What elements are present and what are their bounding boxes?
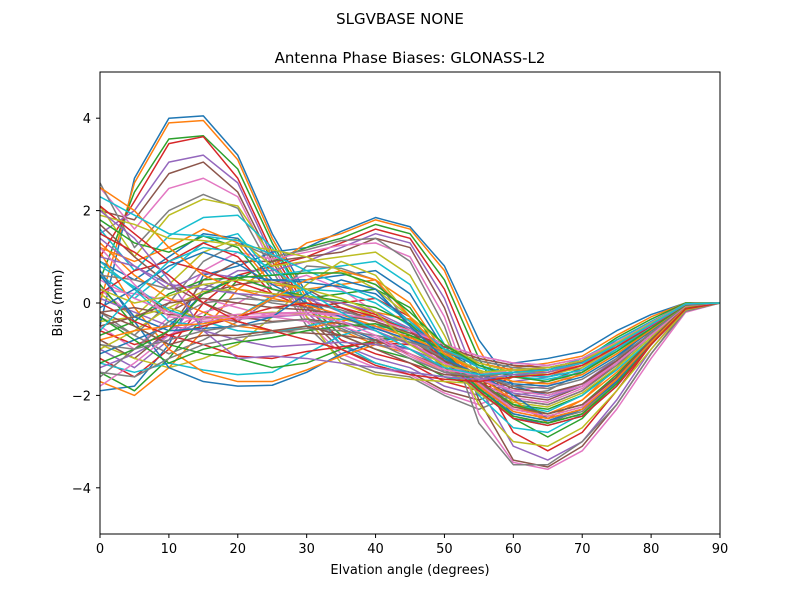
x-tick-label: 20 [230,542,247,557]
x-tick-label: 80 [643,542,660,557]
series-line-s22 [99,228,721,415]
series-line-s62 [99,269,721,385]
x-tick-label: 50 [436,542,453,557]
series-line-s42 [99,242,721,420]
chart-suptitle: SLGVBASE NONE [336,10,464,28]
series-line-s64 [99,233,721,383]
y-tick-label: 4 [83,112,91,127]
x-axis-label: Elvation angle (degrees) [330,563,489,578]
series-line-s43 [99,276,721,424]
series-line-s69 [99,279,721,374]
x-tick-label: 60 [505,542,522,557]
x-tick-label: 40 [367,542,384,557]
series-group [99,115,721,471]
x-tick-label: 0 [96,542,104,557]
x-tick-label: 70 [574,542,591,557]
chart-title: Antenna Phase Biases: GLONASS-L2 [275,49,546,67]
x-tick-label: 10 [161,542,178,557]
y-tick-label: 2 [83,205,91,220]
series-line-s70 [99,246,721,376]
x-axis: 0 10 20 30 40 50 60 70 80 90 [96,534,728,557]
y-axis: −4 −2 0 2 4 [72,112,100,497]
y-tick-label: 0 [83,297,91,312]
x-tick-label: 30 [298,542,315,557]
y-tick-label: −2 [72,389,91,404]
plot-area [99,71,721,535]
y-tick-label: −4 [72,482,91,497]
x-tick-label: 90 [712,542,729,557]
series-line-s60 [99,196,721,378]
y-axis-label: Bias (mm) [51,270,66,337]
series-line-s61 [99,274,721,387]
series-line-s63 [99,272,721,383]
series-line-s18 [99,237,721,466]
